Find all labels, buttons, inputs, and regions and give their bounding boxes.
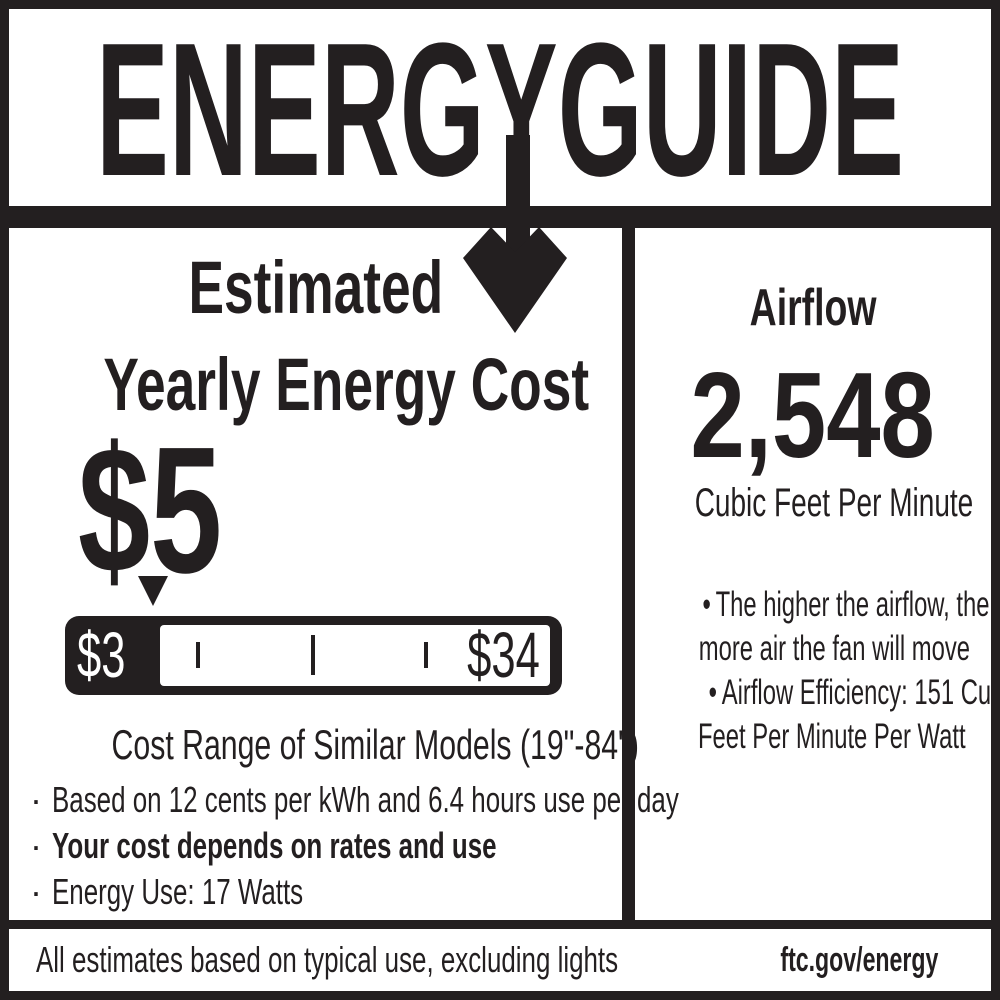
energyguide-title: ENERGYGUIDE (96, 9, 904, 207)
bullet-marker-icon: · (30, 871, 42, 912)
bullet-marker-icon: • (702, 585, 711, 624)
bullet-item-line: • Airflow Efficiency: 151 Cubic (635, 671, 1000, 715)
bullet-item: · Your cost depends on rates and use (30, 823, 615, 869)
range-caption: Cost Range of Similar Models (19"-84") (9, 724, 639, 766)
energyguide-title-wrap: ENERGYGUIDE (96, 9, 904, 207)
estimated-heading-line2-text: Yearly Energy Cost (103, 343, 590, 426)
airflow-unit: Cubic Feet Per Minute (635, 483, 991, 523)
range-tick (196, 642, 200, 668)
bullet-text: Energy Use: 17 Watts (52, 871, 304, 912)
range-max-text: $34 (467, 619, 540, 691)
range-min-label: $3 (77, 616, 148, 695)
footer-url: ftc.gov/energy (706, 929, 938, 991)
bullet-text: Your cost depends on rates and use (52, 825, 497, 866)
range-min-text: $3 (77, 619, 126, 691)
footer-url-text: ftc.gov/energy (779, 941, 938, 979)
cost-bullets: · Based on 12 cents per kWh and 6.4 hour… (30, 777, 679, 915)
estimated-heading-line1: Estimated (9, 251, 622, 325)
bullet-item-line: • The higher the airflow, the (635, 583, 991, 627)
bullet-marker-icon: • (708, 673, 717, 712)
range-window: $34 (160, 619, 550, 691)
cost-pointer-icon (138, 576, 168, 606)
footer-note-text: All estimates based on typical use, excl… (36, 939, 619, 980)
bullet-item: · Energy Use: 17 Watts (30, 869, 615, 915)
estimated-cost-value: $5 (78, 421, 278, 601)
airflow-value-text: 2,548 (690, 347, 936, 483)
divider-vertical (622, 206, 635, 929)
bullet-marker-icon: · (30, 825, 42, 866)
footer-note: All estimates based on typical use, excl… (36, 929, 844, 991)
airflow-bullets: • The higher the airflow, the more air th… (635, 583, 1000, 759)
bullet-text: Feet Per Minute Per Watt (697, 717, 966, 756)
range-max-label: $34 (433, 619, 540, 691)
airflow-value: 2,548 (635, 354, 991, 476)
estimated-heading-line1-text: Estimated (188, 246, 443, 329)
bullet-text: The higher the airflow, the (715, 585, 990, 624)
bullet-item: · Based on 12 cents per kWh and 6.4 hour… (30, 777, 679, 823)
bullet-text: Based on 12 cents per kWh and 6.4 hours … (52, 779, 679, 820)
range-tick (311, 635, 315, 675)
airflow-heading-text: Airflow (749, 279, 877, 337)
range-caption-text: Cost Range of Similar Models (19"-84") (111, 721, 639, 768)
divider-bottom (0, 920, 1000, 929)
bullet-item-line: Feet Per Minute Per Watt (635, 715, 991, 759)
estimated-cost-text: $5 (78, 410, 223, 611)
airflow-unit-text: Cubic Feet Per Minute (694, 481, 974, 525)
estimated-heading-line2: Yearly Energy Cost (9, 348, 622, 422)
divider-horizontal (0, 206, 1000, 228)
airflow-heading: Airflow (635, 282, 991, 334)
bullet-item-line: more air the fan will move (635, 627, 991, 671)
bullet-text: more air the fan will move (698, 629, 970, 668)
range-tick (424, 642, 428, 668)
bullet-text: Airflow Efficiency: 151 Cubic (721, 673, 1000, 712)
cost-range-bar: $3 $34 (65, 616, 562, 695)
bullet-marker-icon: · (30, 779, 42, 820)
